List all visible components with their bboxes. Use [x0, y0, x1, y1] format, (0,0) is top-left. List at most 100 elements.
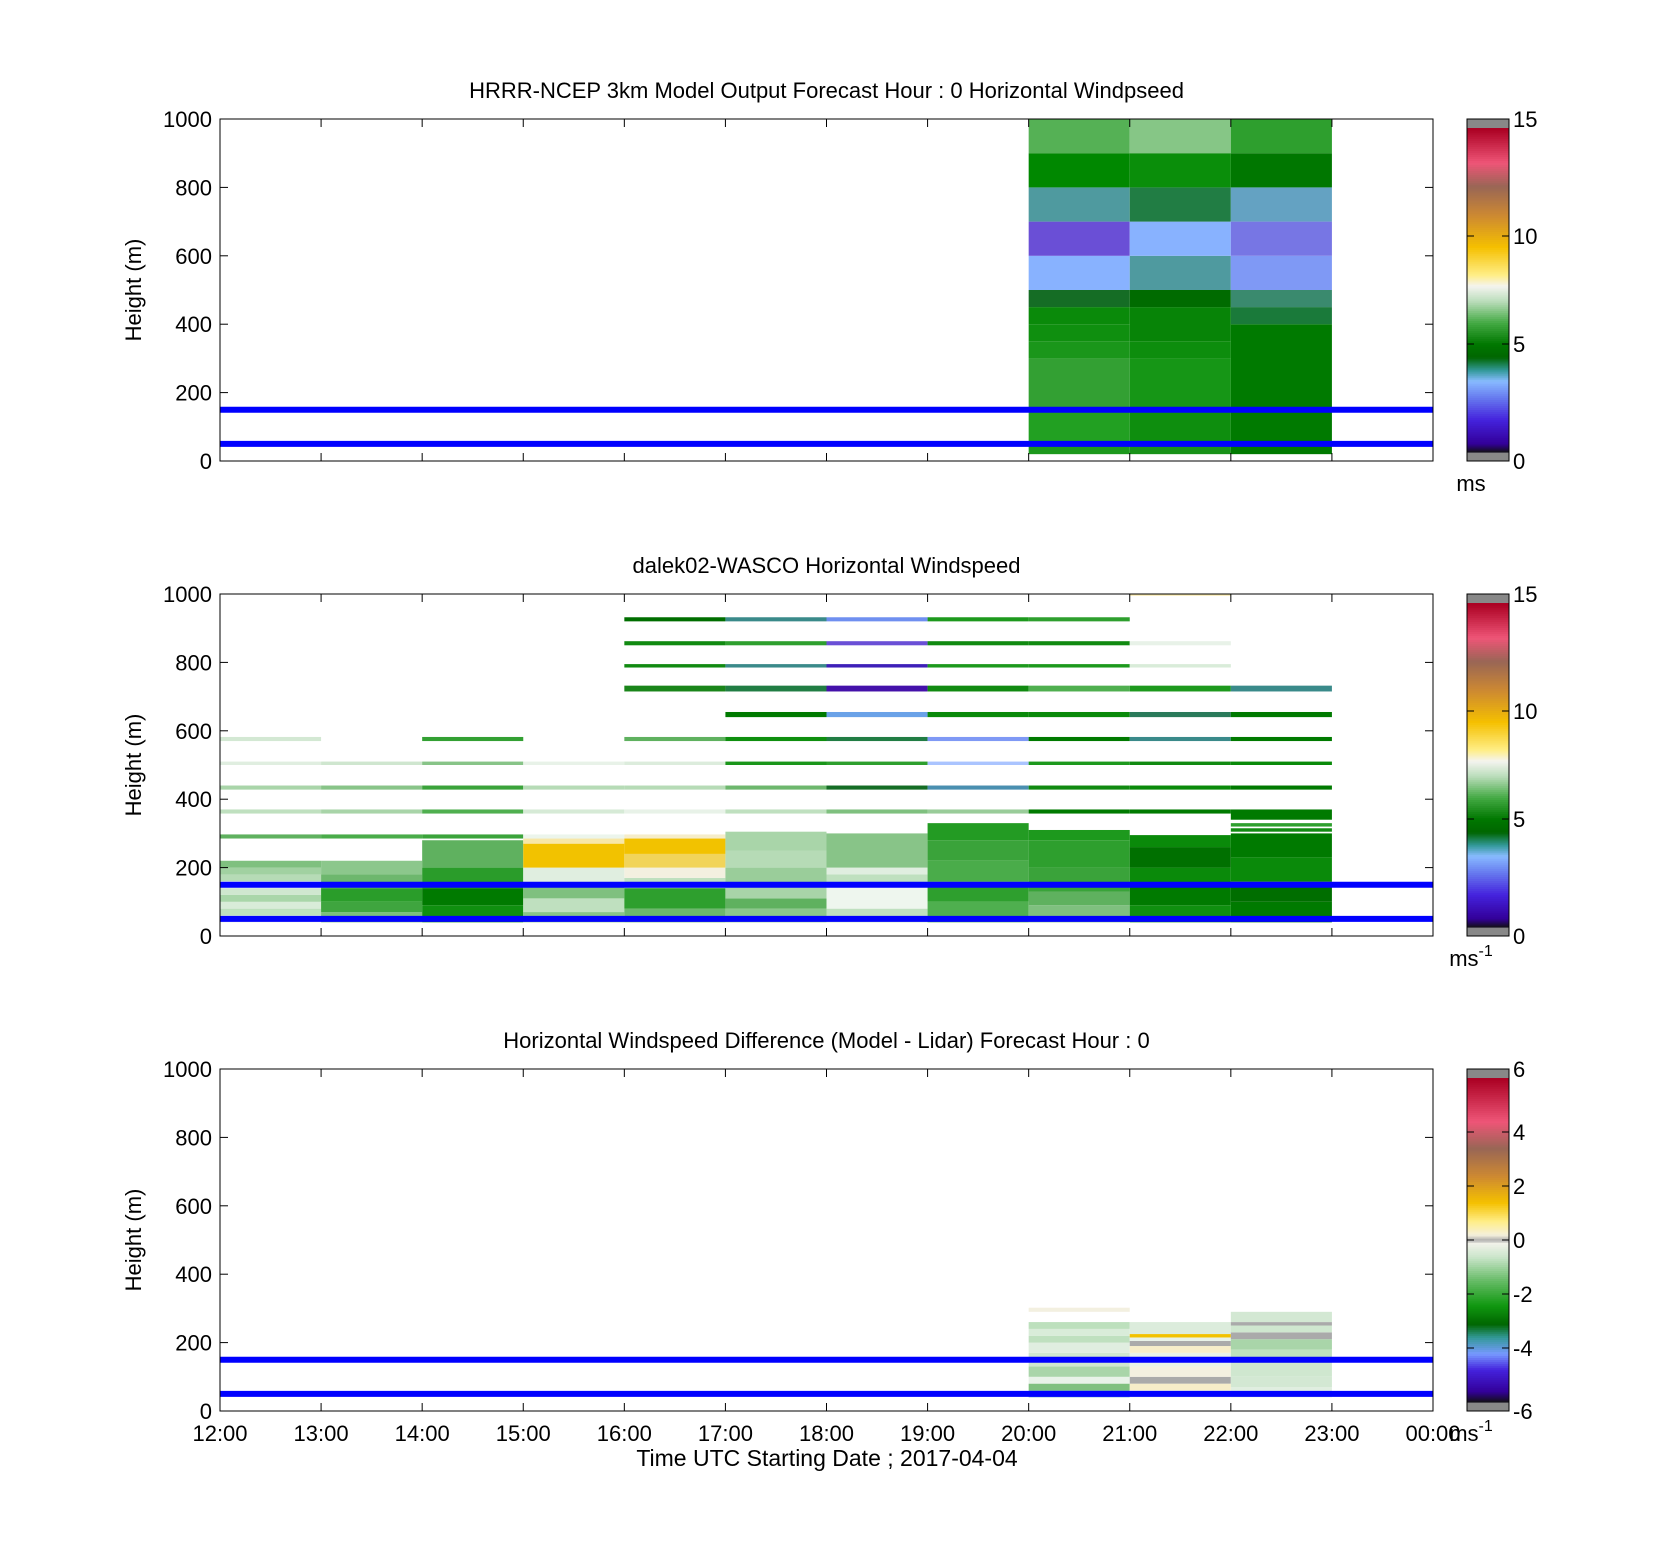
colorbar-segment: [1467, 607, 1509, 610]
colorbar-segment: [1467, 1092, 1509, 1095]
heatmap-cell: [725, 685, 827, 692]
colorbar-segment: [1467, 742, 1509, 746]
colorbar-segment: [1467, 298, 1509, 301]
colorbar-segment: [1467, 1260, 1509, 1263]
colorbar-segment: [1467, 1213, 1509, 1217]
colorbar-segment: [1467, 653, 1509, 657]
colorbar-segment: [1467, 1144, 1509, 1148]
colorbar-segment: [1467, 255, 1509, 259]
heatmap-cell: [523, 785, 625, 790]
colorbar-segment: [1467, 1084, 1509, 1087]
colorbar-segment: [1467, 661, 1509, 665]
heatmap-cell: [1028, 785, 1130, 790]
colorbar-segment: [1467, 720, 1509, 724]
colorbar-segment: [1467, 1300, 1509, 1304]
colorbar-segment: [1467, 1266, 1509, 1269]
y-tick-label: 400: [175, 312, 212, 337]
heatmap-cell: [826, 685, 928, 692]
colorbar-segment: [1467, 643, 1509, 647]
time-column: [1129, 1322, 1231, 1398]
colorbar-segment: [1467, 160, 1509, 164]
colorbar-segment: [1467, 829, 1509, 833]
colorbar-segment: [1467, 1357, 1509, 1361]
colorbar-segment: [1467, 381, 1509, 384]
colorbar-segment: [1467, 322, 1509, 326]
colorbar-segment: [1467, 1167, 1509, 1170]
colorbar-segment: [1467, 209, 1509, 212]
colorbar-segment: [1467, 791, 1509, 794]
colorbar-segment: [1467, 358, 1509, 362]
x-tick-label: 18:00: [799, 1421, 854, 1446]
colorbar-segment: [1467, 679, 1509, 683]
colorbar-segment: [1467, 405, 1509, 409]
colorbar-segment: [1467, 1080, 1509, 1083]
heatmap-cell: [1230, 119, 1332, 154]
y-tick-label: 800: [175, 650, 212, 675]
colorbar-segment: [1467, 880, 1509, 884]
time-column: [1230, 1311, 1332, 1398]
heatmap-cell: [220, 867, 322, 875]
colorbar-segment: [1467, 894, 1509, 898]
colorbar: -6 -4 -2 0 2 4 6 ms-1: [1449, 1057, 1532, 1446]
colorbar-segment: [1467, 1163, 1509, 1166]
heatmap-cell: [1129, 1340, 1231, 1347]
y-tick-label: 400: [175, 1262, 212, 1287]
colorbar-segment: [1467, 748, 1509, 752]
colorbar-segment: [1467, 850, 1509, 853]
colorbar-segment: [1467, 1134, 1509, 1138]
colorbar-segment: [1467, 892, 1509, 896]
heatmap-cell: [422, 840, 524, 868]
colorbar-segment: [1467, 138, 1509, 141]
colorbar-segment: [1467, 1314, 1509, 1318]
heatmap-cell: [1028, 809, 1130, 814]
colorbar-segment: [1467, 403, 1509, 407]
heatmap-cell: [1129, 1334, 1231, 1338]
heatmap-cell: [725, 884, 827, 899]
heatmap-cell: [725, 898, 827, 909]
colorbar-segment: [1467, 704, 1509, 707]
heatmap-cell: [624, 867, 726, 878]
colorbar-tick-label: 4: [1513, 1120, 1525, 1145]
heatmap-cell: [1230, 221, 1332, 256]
colorbar-segment: [1467, 172, 1509, 176]
colorbar-segment: [1467, 1385, 1509, 1389]
x-tick-label: 13:00: [294, 1421, 349, 1446]
colorbar-segment: [1467, 196, 1509, 200]
colorbar-segment: [1467, 275, 1509, 279]
heatmap-cell: [927, 641, 1029, 646]
heatmap-cell: [1129, 685, 1231, 692]
colorbar-segment: [1467, 1229, 1509, 1233]
colorbar-segment: [1467, 771, 1509, 774]
colorbar-segment: [1467, 1132, 1509, 1136]
heatmap-cell: [1028, 1335, 1130, 1343]
heatmap-cell: [523, 838, 625, 844]
colorbar-segment: [1467, 706, 1509, 709]
colorbar-segment: [1467, 677, 1509, 681]
colorbar-segment: [1467, 292, 1509, 295]
colorbar-segment: [1467, 1114, 1509, 1118]
colorbar-segment: [1467, 1262, 1509, 1265]
colorbar-segment: [1467, 186, 1509, 190]
colorbar-segment: [1467, 649, 1509, 653]
colorbar-segment: [1467, 1211, 1509, 1215]
colorbar-segment: [1467, 698, 1509, 701]
heatmap-cell: [1028, 891, 1130, 906]
colorbar-segment: [1467, 279, 1509, 283]
colorbar-segment: [1467, 332, 1509, 336]
heatmap-cell: [1129, 594, 1231, 596]
colorbar-segment: [1467, 817, 1509, 821]
colorbar-segment: [1467, 1120, 1509, 1124]
heatmap-cell: [1230, 685, 1332, 692]
colorbar-segment: [1467, 902, 1509, 906]
colorbar-segment: [1467, 1140, 1509, 1144]
colorbar-segment: [1467, 225, 1509, 228]
colorbar-tick-label: 0: [1513, 449, 1525, 474]
colorbar-segment: [1467, 756, 1509, 760]
colorbar-tick-label: 5: [1513, 332, 1525, 357]
time-column: [1028, 119, 1130, 455]
y-tick-label: 0: [200, 1399, 212, 1424]
colorbar-segment: [1467, 383, 1509, 386]
y-tick-label: 600: [175, 1194, 212, 1219]
colorbar-unit-base: ms: [1456, 471, 1485, 496]
colorbar-segment: [1467, 166, 1509, 170]
